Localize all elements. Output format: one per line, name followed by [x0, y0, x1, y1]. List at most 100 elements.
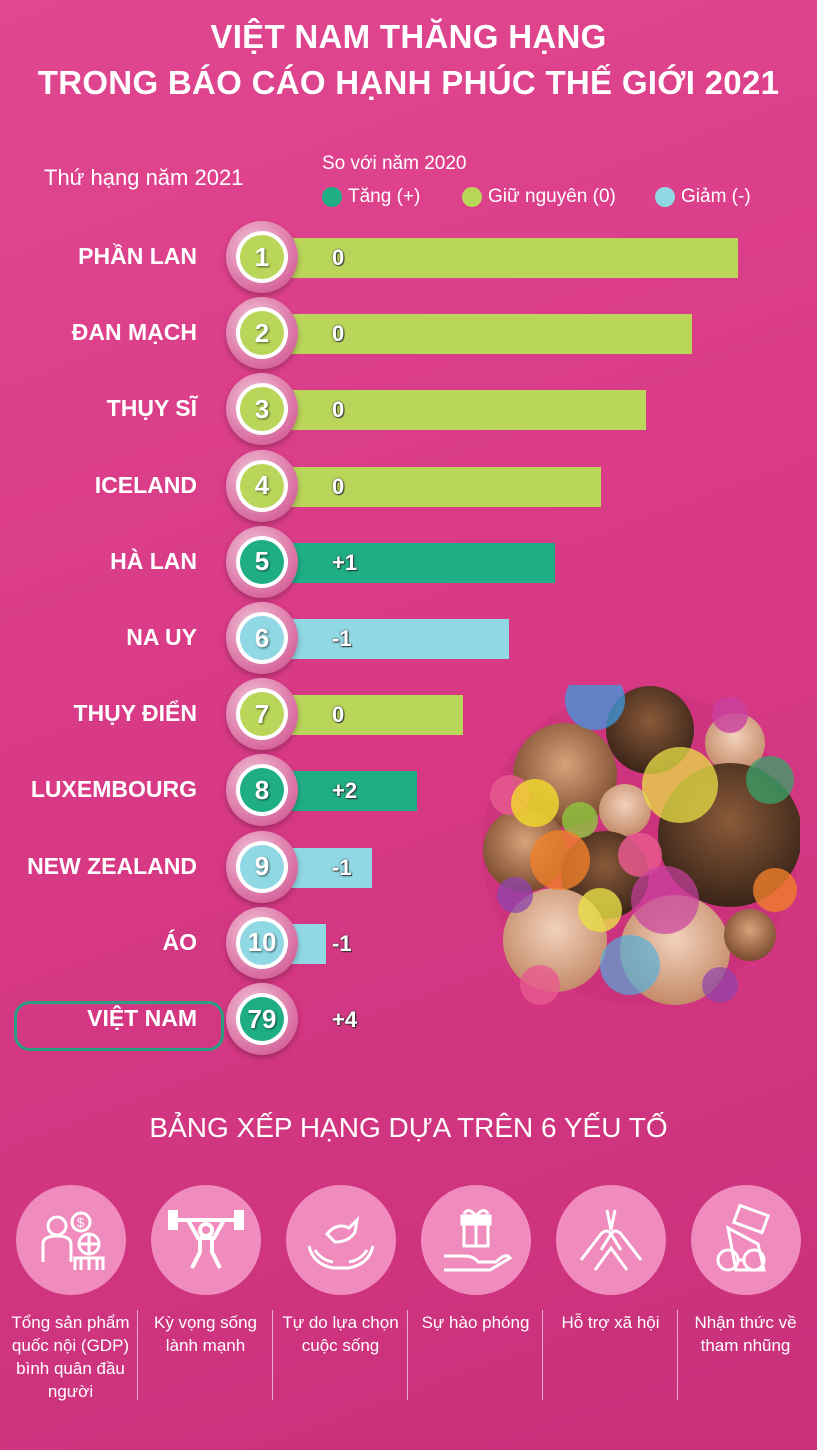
rank-number: 2 [240, 311, 284, 356]
country-name: VIỆT NAM [87, 1005, 197, 1031]
country-name: THỤY SĨ [106, 395, 197, 422]
factor-health: Kỳ vọng sống lành mạnh [138, 1185, 273, 1357]
change-bar [290, 619, 509, 659]
change-bar [290, 695, 464, 736]
change-value: 0 [332, 473, 345, 499]
change-value: +2 [332, 778, 358, 804]
change-value: 0 [332, 702, 345, 728]
country-name: ICELAND [94, 471, 197, 498]
vietnam-highlight-frame [14, 1001, 224, 1051]
country-name: PHẦN LAN [78, 243, 197, 269]
rank-badge-ring: 10 [236, 916, 288, 969]
rank-badge: 9 [226, 830, 298, 903]
change-bar [290, 771, 418, 812]
rank-badge-ring: 4 [236, 459, 288, 512]
change-value: +4 [332, 1007, 358, 1032]
rank-badge: 6 [226, 602, 298, 674]
legend-same-swatch [462, 187, 482, 207]
gdp-people-icon: $ [15, 1185, 126, 1295]
change-bar [290, 542, 555, 583]
factor-gdp-label: Tổng sản phẩm quốc nội (GDP) bình quân đ… [11, 1313, 130, 1401]
change-value: -1 [332, 930, 352, 956]
faces-collage-image [482, 685, 800, 1005]
factor-divider [407, 1310, 408, 1400]
factor-divider [272, 1310, 273, 1400]
title-line-1: VIỆT NAM THĂNG HẠNG [210, 18, 607, 55]
factor-generosity-label: Sự hào phóng [421, 1313, 530, 1332]
ranking-row: ÁO -1 10 [0, 904, 817, 980]
factor-generosity: Sự hào phóng [408, 1185, 543, 1334]
title-line-2: TRONG BÁO CÁO HẠNH PHÚC THẾ GIỚI 2021 [37, 64, 780, 101]
change-bar [290, 466, 601, 507]
factor-gdp: $ Tổng sản phẩm quốc nội (GDP) bình quân… [3, 1185, 138, 1403]
change-value: 0 [332, 321, 345, 347]
rank-number: 9 [240, 844, 284, 889]
rank-badge: 8 [226, 754, 298, 827]
country-name: HÀ LAN [110, 547, 197, 574]
legend-increase-label: Tăng (+) [348, 186, 421, 207]
change-bar [290, 847, 372, 888]
rank-badge: 7 [226, 678, 298, 751]
rank-number: 6 [240, 616, 284, 660]
legend-decrease-swatch [655, 187, 675, 207]
factor-social-support-label: Hỗ trợ xã hội [561, 1313, 660, 1332]
country-name: ĐAN MẠCH [71, 319, 197, 346]
rank-badge-ring: 79 [236, 993, 288, 1045]
country-name: THỤY ĐIỂN [73, 700, 197, 727]
rank-badge-ring: 9 [236, 840, 288, 893]
dove-hands-icon [285, 1185, 396, 1295]
rank-badge-ring: 1 [236, 231, 288, 283]
country-name: ÁO [162, 928, 198, 955]
country-name: NEW ZEALAND [27, 852, 197, 879]
ranking-row: ICELAND 0 4 [0, 447, 817, 523]
handcuffs-money-icon [690, 1185, 801, 1295]
rank-badge: 10 [226, 906, 298, 979]
rank-number: 4 [240, 463, 284, 508]
rank-badge: 1 [226, 221, 298, 293]
rank-number: 8 [240, 768, 284, 813]
rank-header: Thứ hạng năm 2021 [44, 165, 244, 190]
change-value: +1 [332, 549, 358, 575]
factor-corruption: Nhận thức về tham nhũng [678, 1185, 813, 1357]
factors-title: BẢNG XẾP HẠNG DỰA TRÊN 6 YẾU TỐ [149, 1112, 668, 1143]
ranking-row: HÀ LAN +1 5 [0, 523, 817, 599]
rank-number: 10 [240, 920, 284, 965]
legend-increase: Tăng (+) [322, 186, 420, 208]
factor-divider [677, 1310, 678, 1400]
joined-hands-icon [555, 1185, 666, 1295]
svg-text:$: $ [77, 1215, 85, 1230]
rank-badge-ring: 8 [236, 764, 288, 817]
ranking-row: LUXEMBOURG +2 8 [0, 751, 817, 827]
change-value: -1 [332, 854, 352, 880]
factor-corruption-label: Nhận thức về tham nhũng [694, 1313, 797, 1355]
ranking-row: THỤY ĐIỂN 0 7 [0, 675, 817, 751]
rank-badge-ring: 5 [236, 535, 288, 588]
rank-badge: 4 [226, 449, 298, 522]
rank-number: 3 [240, 387, 284, 432]
ranking-row: NEW ZEALAND -1 9 [0, 828, 817, 904]
weightlifter-icon [150, 1185, 261, 1295]
legend-increase-swatch [322, 187, 342, 207]
factor-freedom-label: Tự do lựa chọn cuộc sống [282, 1313, 399, 1355]
legend-same: Giữ nguyên (0) [462, 186, 616, 208]
rank-badge-ring: 7 [236, 688, 288, 741]
factor-social-support: Hỗ trợ xã hội [543, 1185, 678, 1334]
rank-number: 1 [240, 235, 284, 279]
change-bar [290, 390, 647, 431]
ranking-row: ĐAN MẠCH 0 2 [0, 294, 817, 370]
factor-health-label: Kỳ vọng sống lành mạnh [153, 1313, 257, 1355]
legend-decrease: Giảm (-) [655, 186, 751, 208]
ranking-row: VIỆT NAM +4 79 [0, 980, 817, 1056]
rank-badge: 79 [226, 983, 298, 1055]
gift-hand-icon [420, 1185, 531, 1295]
rank-number: 7 [240, 692, 284, 737]
change-bar [290, 314, 693, 355]
legend-decrease-label: Giảm (-) [681, 186, 751, 207]
country-name: LUXEMBOURG [30, 776, 197, 803]
rank-number: 79 [240, 997, 284, 1041]
rank-badge: 5 [226, 525, 298, 598]
compare-header: So với năm 2020 [322, 153, 467, 174]
factor-freedom: Tự do lựa chọn cuộc sống [273, 1185, 408, 1357]
factor-divider [542, 1310, 543, 1400]
rank-badge: 2 [226, 297, 298, 370]
